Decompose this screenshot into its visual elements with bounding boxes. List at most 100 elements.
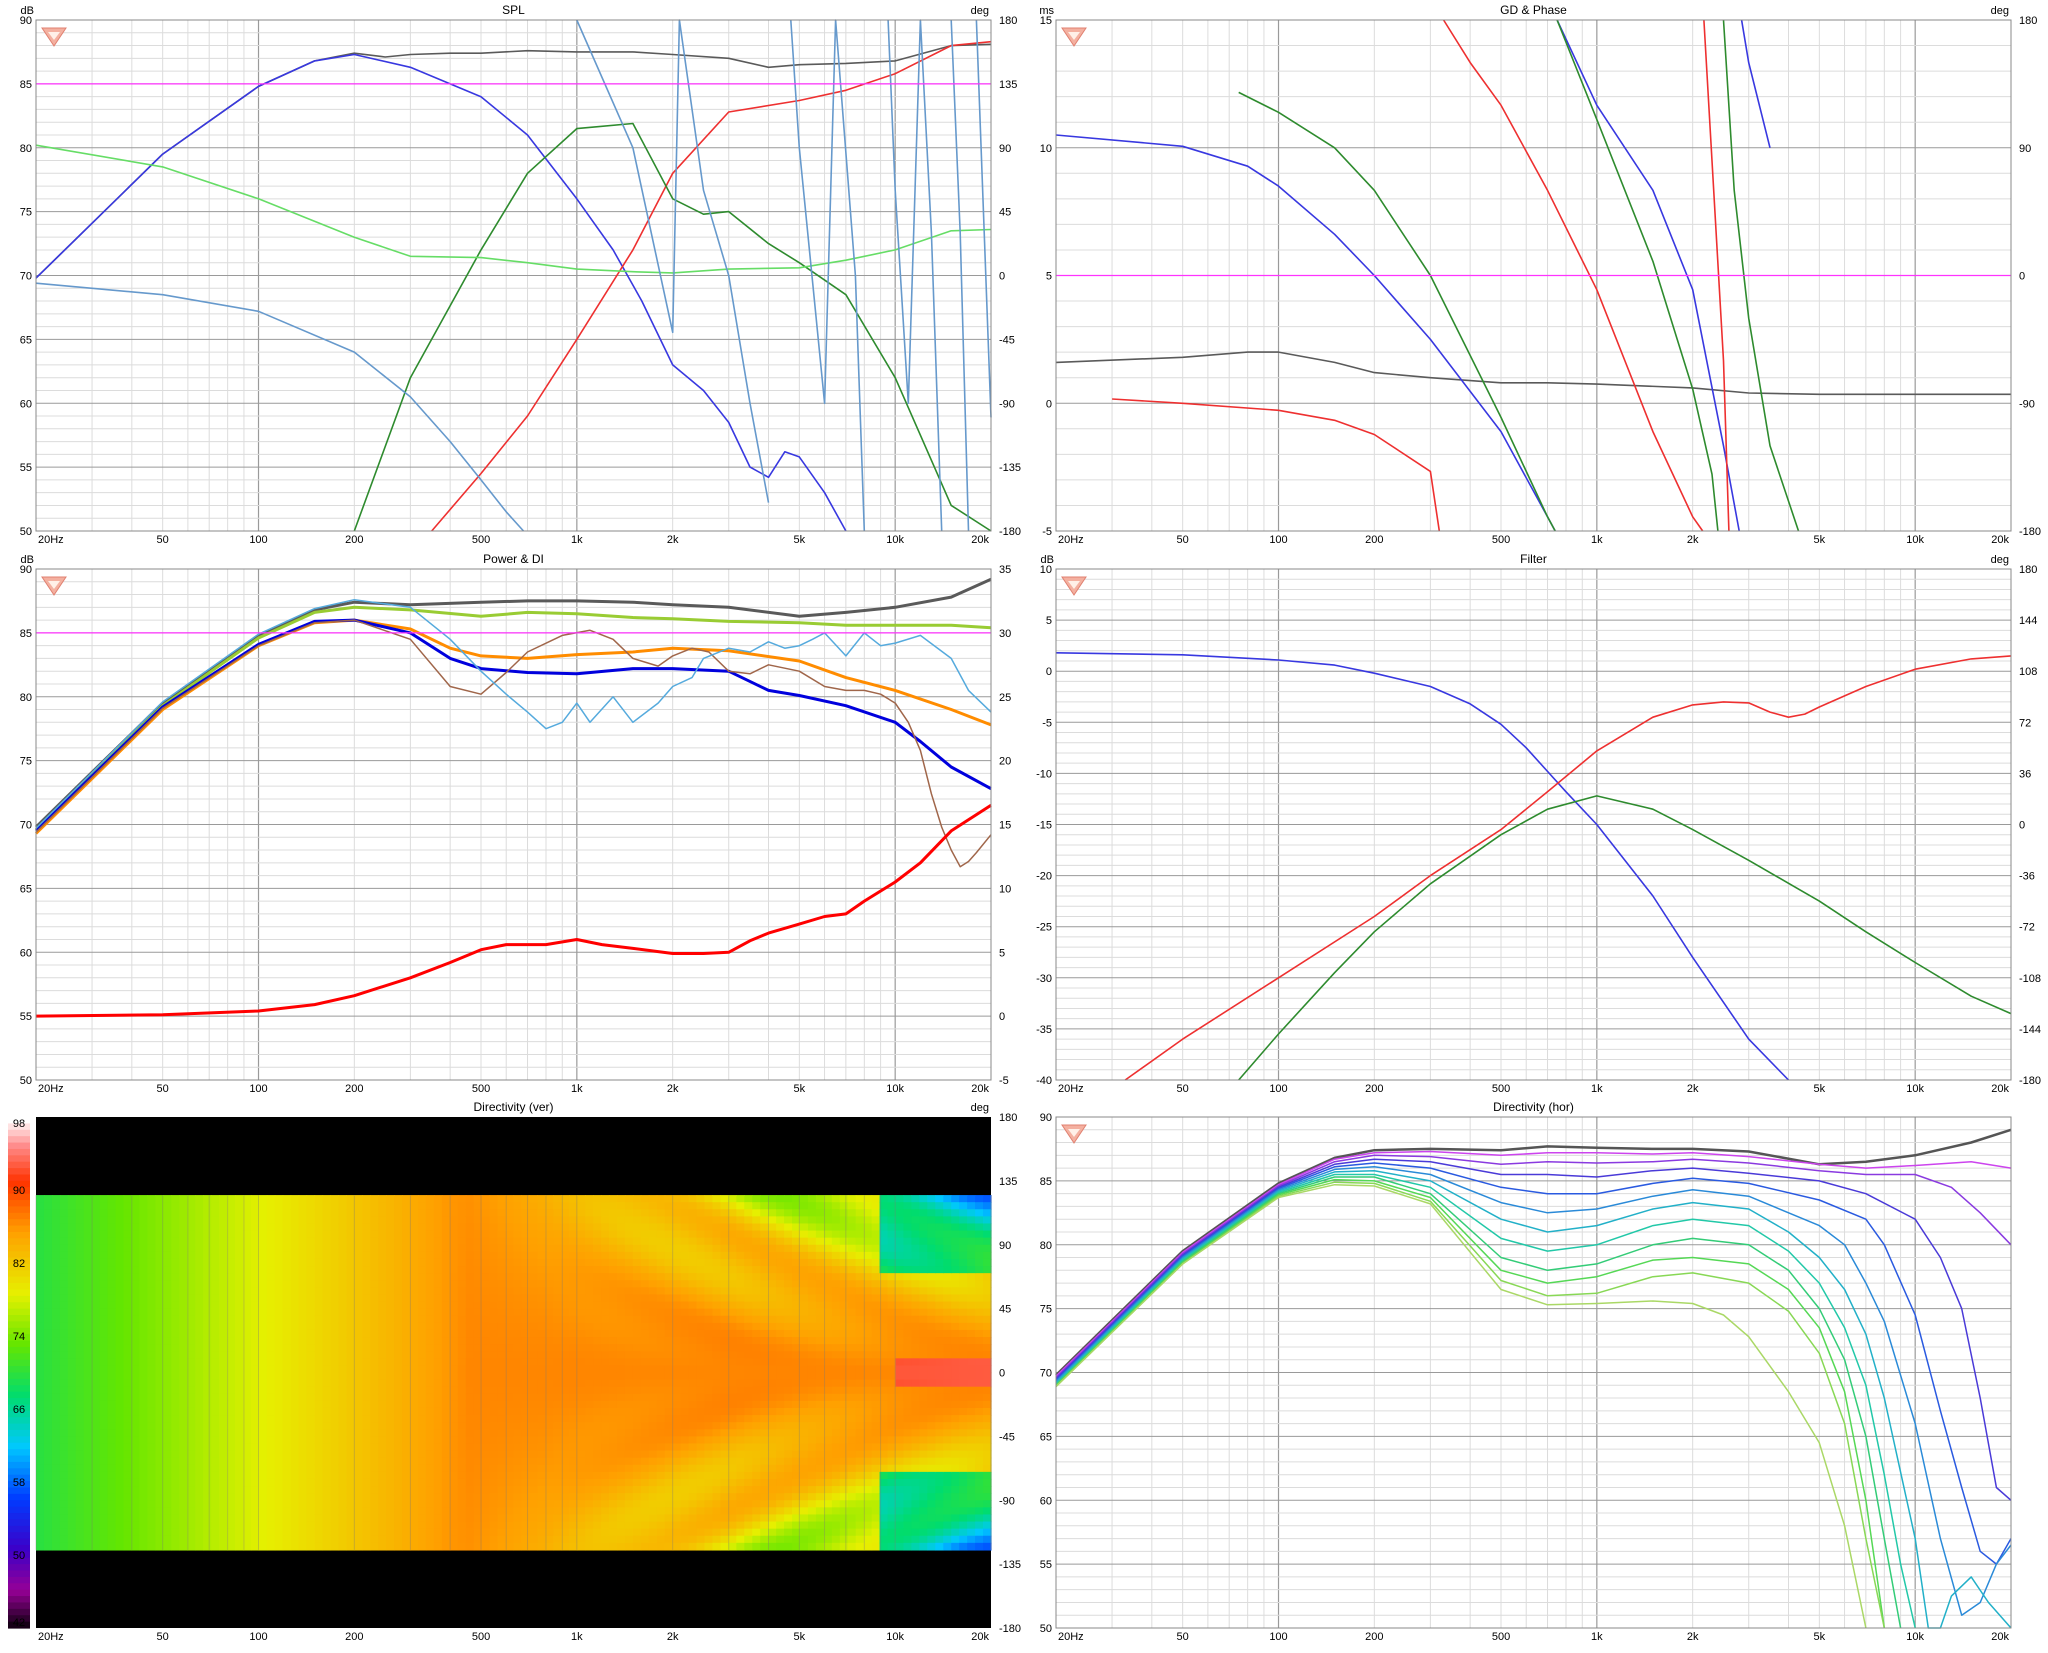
heatmap-cell <box>52 1344 61 1352</box>
heatmap-cell <box>458 1223 467 1231</box>
heatmap-cell <box>362 1351 371 1359</box>
heatmap-cell <box>179 1529 188 1537</box>
heatmap-cell <box>514 1458 523 1466</box>
heatmap-cell <box>498 1231 507 1239</box>
heatmap-cell <box>577 1472 586 1480</box>
heatmap-cell <box>752 1344 761 1352</box>
heatmap-cell <box>410 1458 419 1466</box>
heatmap-cell <box>410 1280 419 1288</box>
heatmap-cell <box>338 1280 347 1288</box>
heatmap-cell <box>275 1443 284 1451</box>
heatmap-cell <box>720 1223 729 1231</box>
heatmap-cell <box>426 1373 435 1381</box>
heatmap-cell <box>354 1238 363 1246</box>
heatmap-cell <box>537 1280 546 1288</box>
heatmap-cell <box>132 1529 141 1537</box>
heatmap-cell <box>625 1323 634 1331</box>
heatmap-cell <box>514 1529 523 1537</box>
heatmap-cell <box>370 1216 379 1224</box>
heatmap-cell <box>426 1522 435 1530</box>
heatmap-cell <box>323 1216 332 1224</box>
heatmap-cell <box>211 1465 220 1473</box>
heatmap-cell <box>235 1259 244 1267</box>
heatmap-cell <box>641 1238 650 1246</box>
heatmap-cell <box>617 1493 626 1501</box>
heatmap-cell <box>402 1394 411 1402</box>
heatmap-cell <box>100 1493 109 1501</box>
heatmap-cell <box>338 1202 347 1210</box>
heatmap-cell <box>641 1415 650 1423</box>
heatmap-cell <box>553 1351 562 1359</box>
heatmap-cell <box>346 1507 355 1515</box>
heatmap-cell <box>418 1373 427 1381</box>
heatmap-cell <box>736 1443 745 1451</box>
heatmap-cell <box>362 1429 371 1437</box>
heatmap-cell <box>593 1280 602 1288</box>
heatmap-cell <box>553 1238 562 1246</box>
heatmap-cell <box>219 1323 228 1331</box>
heatmap-cell <box>514 1465 523 1473</box>
heatmap-cell <box>529 1373 538 1381</box>
heatmap-cell <box>378 1394 387 1402</box>
heatmap-cell <box>458 1252 467 1260</box>
heatmap-cell <box>108 1514 117 1522</box>
heatmap-cell <box>625 1302 634 1310</box>
heatmap-cell <box>641 1302 650 1310</box>
heatmap-cell <box>330 1479 339 1487</box>
heatmap-cell <box>649 1373 658 1381</box>
heatmap-cell <box>442 1493 451 1501</box>
heatmap-cell <box>291 1280 300 1288</box>
heatmap-cell <box>617 1387 626 1395</box>
heatmap-cell <box>689 1302 698 1310</box>
heatmap-cell <box>362 1436 371 1444</box>
heatmap-cell <box>227 1529 236 1537</box>
heatmap-cell <box>665 1238 674 1246</box>
heatmap-cell <box>609 1493 618 1501</box>
heatmap-cell <box>76 1429 85 1437</box>
heatmap-cell <box>521 1493 530 1501</box>
heatmap-cell <box>52 1309 61 1317</box>
heatmap-cell <box>705 1358 714 1366</box>
heatmap-cell <box>490 1316 499 1324</box>
heatmap-cell <box>84 1202 93 1210</box>
heatmap-cell <box>227 1216 236 1224</box>
heatmap-cell <box>195 1358 204 1366</box>
heatmap-cell <box>60 1415 69 1423</box>
heatmap-cell <box>362 1252 371 1260</box>
heatmap-cell <box>736 1245 745 1253</box>
heatmap-cell <box>139 1302 148 1310</box>
heatmap-cell <box>673 1202 682 1210</box>
heatmap-cell <box>36 1195 45 1203</box>
heatmap-cell <box>259 1373 268 1381</box>
heatmap-cell <box>450 1380 459 1388</box>
heatmap-cell <box>728 1216 737 1224</box>
heatmap-cell <box>36 1415 45 1423</box>
heatmap-cell <box>203 1238 212 1246</box>
heatmap-cell <box>195 1231 204 1239</box>
heatmap-cell <box>736 1500 745 1508</box>
heatmap-cell <box>299 1330 308 1338</box>
heatmap-cell <box>537 1380 546 1388</box>
heatmap-cell <box>267 1451 276 1459</box>
heatmap-cell <box>163 1486 172 1494</box>
heatmap-cell <box>235 1522 244 1530</box>
heatmap-cell <box>386 1522 395 1530</box>
heatmap-cell <box>338 1401 347 1409</box>
heatmap-cell <box>386 1337 395 1345</box>
heatmap-cell <box>275 1302 284 1310</box>
heatmap-cell <box>362 1280 371 1288</box>
heatmap-cell <box>370 1507 379 1515</box>
heatmap-cell <box>426 1259 435 1267</box>
heatmap-cell <box>410 1245 419 1253</box>
heatmap-cell <box>283 1287 292 1295</box>
heatmap-cell <box>442 1472 451 1480</box>
x-tick-label: 5k <box>794 534 806 546</box>
heatmap-cell <box>346 1302 355 1310</box>
heatmap-cell <box>219 1387 228 1395</box>
heatmap-cell <box>100 1500 109 1508</box>
heatmap-cell <box>529 1358 538 1366</box>
heatmap-cell <box>195 1280 204 1288</box>
heatmap-cell <box>514 1536 523 1544</box>
heatmap-cell <box>752 1365 761 1373</box>
heatmap-cell <box>171 1223 180 1231</box>
